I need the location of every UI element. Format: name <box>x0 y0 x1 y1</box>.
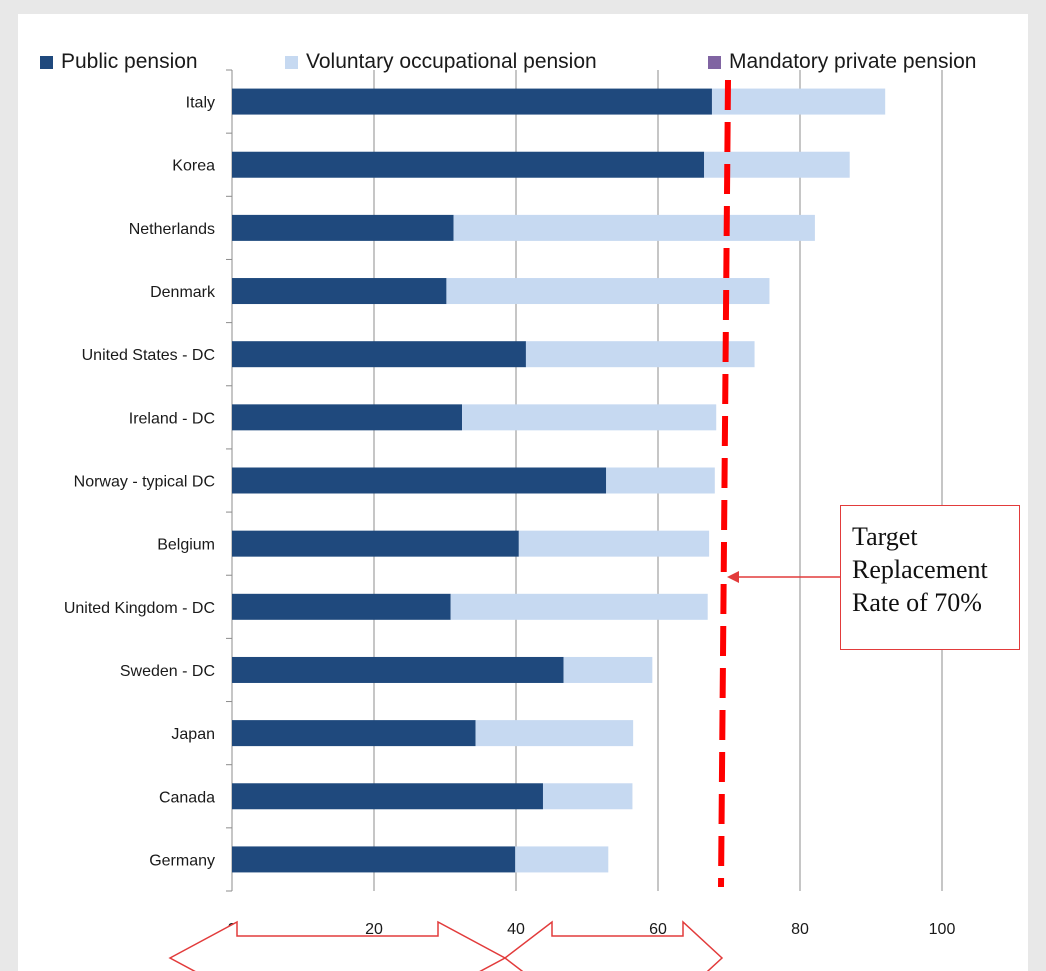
category-label: Sweden - DC <box>120 663 215 680</box>
bar-segment <box>475 720 634 747</box>
category-label: United States - DC <box>82 347 215 364</box>
x-tick-label: 80 <box>791 921 809 938</box>
bar-segment <box>563 656 653 683</box>
x-tick-label: 40 <box>507 921 525 938</box>
category-label: Germany <box>149 852 215 869</box>
category-label: Ireland - DC <box>129 410 215 427</box>
target-callout: Target Replacement Rate of 70% <box>840 505 1020 650</box>
legend-item-mandatory: Mandatory private pension <box>708 50 976 74</box>
bar-segment <box>525 341 755 368</box>
category-label: Netherlands <box>129 221 215 238</box>
bar-segment <box>232 341 526 368</box>
bar-segment <box>232 846 516 873</box>
category-label: Italy <box>186 95 215 112</box>
category-label: Korea <box>172 158 215 175</box>
bar-segment <box>232 214 454 241</box>
legend-label-mandatory: Mandatory private pension <box>729 50 977 73</box>
target-reference-line <box>718 79 731 888</box>
x-tick-label: 60 <box>649 921 667 938</box>
bar-segment <box>232 783 543 810</box>
category-label: Canada <box>159 789 215 806</box>
category-label: Norway - typical DC <box>74 474 215 491</box>
x-tick-label: 20 <box>365 921 383 938</box>
bar-segment <box>232 530 519 557</box>
bar-segment <box>232 151 705 178</box>
category-label: United Kingdom - DC <box>64 600 215 617</box>
bar-segment <box>515 846 609 873</box>
legend-swatch-public <box>40 55 53 69</box>
bar-segment <box>542 783 633 810</box>
x-tick-label: 100 <box>929 921 956 938</box>
legend-label-voluntary: Voluntary occupational pension <box>306 50 597 73</box>
legend-label-public: Public pension <box>61 50 198 73</box>
legend-item-public: Public pension <box>40 50 198 74</box>
bar-segment <box>232 278 447 305</box>
bar-segment <box>232 404 463 431</box>
category-label: Japan <box>171 726 215 743</box>
bar-segment <box>453 214 815 241</box>
bar-segment <box>606 467 715 494</box>
bar-segment <box>232 88 712 115</box>
bar-segment <box>232 467 607 494</box>
range-arrow-left <box>168 920 507 971</box>
bar-segment <box>450 593 708 620</box>
bar-segment <box>232 656 564 683</box>
range-arrow-right <box>503 920 724 971</box>
bar-segment <box>232 593 451 620</box>
bar-segment <box>518 530 710 557</box>
bar-segment <box>462 404 717 431</box>
bar-segment <box>232 720 476 747</box>
category-label: Belgium <box>157 537 215 554</box>
legend-swatch-voluntary <box>285 55 298 69</box>
bar-segment <box>711 88 886 115</box>
legend-swatch-mandatory <box>708 55 721 69</box>
legend-item-voluntary: Voluntary occupational pension <box>285 50 597 74</box>
bar-segment <box>446 278 770 305</box>
category-label: Denmark <box>150 284 216 301</box>
callout-arrow-head <box>727 571 739 583</box>
